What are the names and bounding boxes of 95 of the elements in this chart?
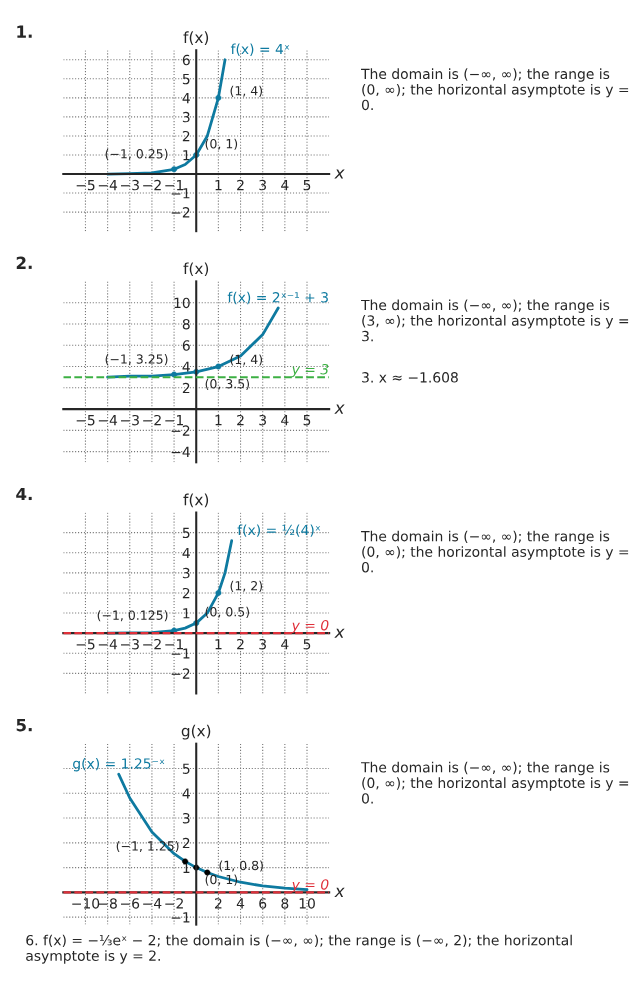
x-tick-label: −2 [143, 638, 161, 650]
y-tick-label: −1 [171, 912, 190, 923]
x-tick-label: −6 [121, 898, 140, 909]
ref-line-label: y = 0 [291, 879, 329, 893]
ref-line-label: y = 0 [291, 619, 329, 634]
x-tick-label: −4 [98, 180, 118, 191]
annotation: (−1, 3.25) [105, 354, 168, 366]
series-label: f(x) = ½(4)ˣ [237, 524, 321, 537]
x-tick-label: 4 [236, 898, 245, 909]
x-axis-title: x [334, 404, 345, 414]
y-tick-label: 3 [182, 567, 190, 579]
x-tick-label: 3 [259, 179, 266, 191]
text: 6. f(x) = −⅓eˣ − 2; the domain is (−∞, ∞); the range is (−∞, 2); the horizontal asymptote is y = 2. [26, 934, 572, 964]
y-tick-label: 5 [182, 73, 190, 85]
y-tick-label: −4 [171, 446, 190, 457]
x-tick-label: −5 [76, 415, 95, 426]
y-tick-label: 6 [182, 340, 190, 351]
y-tick-label: 1 [183, 150, 190, 161]
chart-title: 2. [16, 256, 32, 269]
x-tick-label: 10 [299, 898, 315, 909]
text: 3. x ≈ −1.608 [362, 372, 458, 383]
x-tick-label: 1 [215, 180, 222, 191]
annotation: (−1, 0.25) [105, 148, 168, 160]
y-tick-label: 4 [182, 547, 190, 559]
x-tick-label: −5 [76, 180, 95, 191]
y-axis-title: g(x) [181, 724, 211, 740]
x-tick-label: 6 [259, 898, 267, 909]
annotation: (0, 3.5) [205, 378, 250, 390]
text: The domain is (−∞, ∞); the range is (0, ∞); the horizontal asymptote is y = 0. [361, 761, 629, 804]
x-tick-label: 5 [303, 639, 311, 650]
x-tick-label: 8 [281, 898, 289, 909]
text: The domain is (−∞, ∞); the range is (3, ∞); the horizontal asymptote is y = 3. [361, 299, 629, 342]
y-tick-label: 3 [182, 813, 190, 824]
y-tick-label: 5 [182, 527, 190, 539]
x-tick-label: 1 [215, 639, 222, 650]
x-axis-title: x [334, 628, 345, 638]
y-tick-label: 2 [182, 382, 190, 394]
x-tick-label: −2 [143, 179, 161, 191]
annotation: (1, 2) [230, 580, 263, 592]
y-tick-label: 10 [174, 297, 190, 309]
x-tick-label: 2 [237, 414, 244, 426]
y-axis-title: f(x) [183, 31, 209, 45]
y-tick-label: −2 [171, 207, 190, 218]
y-tick-label: 1 [183, 608, 190, 619]
x-tick-label: −3 [121, 414, 139, 426]
x-tick-label: −4 [98, 415, 118, 426]
text: The domain is (−∞, ∞); the range is (0, ∞); the horizontal asymptote is y = 0. [361, 68, 629, 111]
annotation: (1, 0.8) [219, 860, 263, 872]
x-tick-label: 4 [281, 639, 289, 650]
x-tick-label: −8 [98, 898, 117, 909]
series-label: g(x) = 1.25⁻ˣ [73, 757, 165, 772]
x-axis-title: x [334, 169, 345, 179]
y-tick-label: 3 [182, 111, 190, 123]
chart-title: 5. [16, 719, 32, 732]
y-axis-title: f(x) [183, 262, 209, 277]
text: The domain is (−∞, ∞); the range is (0, ∞); the horizontal asymptote is y = 0. [361, 530, 629, 573]
x-tick-label: 2 [237, 638, 244, 650]
x-tick-label: −10 [72, 898, 100, 909]
annotation: (1, 4) [230, 85, 263, 97]
x-tick-label: −4 [143, 898, 162, 909]
x-tick-label: 2 [237, 179, 244, 191]
x-tick-label: 4 [281, 180, 289, 191]
y-axis-title: f(x) [183, 493, 209, 508]
x-tick-label: 3 [259, 414, 266, 426]
y-tick-label: −2 [171, 668, 190, 679]
x-tick-label: 4 [281, 415, 289, 426]
series-label: f(x) = 2ˣ⁻¹ + 3 [227, 291, 328, 305]
y-tick-label: 6 [182, 54, 190, 66]
chart-title: 4. [16, 487, 32, 501]
x-tick-label: −4 [98, 639, 118, 650]
x-tick-label: 2 [214, 898, 222, 909]
annotation: (0, 1) [205, 138, 238, 150]
y-tick-label: 2 [182, 587, 190, 599]
y-tick-label: −2 [171, 425, 190, 436]
x-tick-label: 1 [215, 415, 222, 426]
y-tick-label: −1 [171, 648, 190, 659]
y-tick-label: 4 [182, 361, 190, 372]
y-tick-label: 5 [182, 763, 190, 774]
chart-title: 1. [17, 25, 32, 38]
x-tick-label: 3 [259, 638, 266, 650]
x-axis-title: x [334, 887, 345, 897]
y-tick-label: 2 [182, 130, 190, 142]
x-tick-label: 5 [303, 415, 311, 426]
x-tick-label: 5 [303, 180, 311, 191]
x-tick-label: −2 [143, 414, 161, 426]
ref-line-label: y = 3 [291, 363, 329, 378]
x-tick-label: −3 [121, 638, 139, 650]
series-label: f(x) = 4ˣ [230, 43, 290, 56]
x-tick-label: −3 [121, 179, 139, 191]
y-tick-label: 8 [182, 318, 190, 330]
y-tick-label: 2 [182, 837, 190, 849]
x-tick-label: −5 [76, 639, 95, 650]
y-tick-label: 4 [182, 788, 190, 799]
y-tick-label: 4 [182, 93, 190, 104]
annotation: (−1, 0.125) [97, 610, 168, 622]
